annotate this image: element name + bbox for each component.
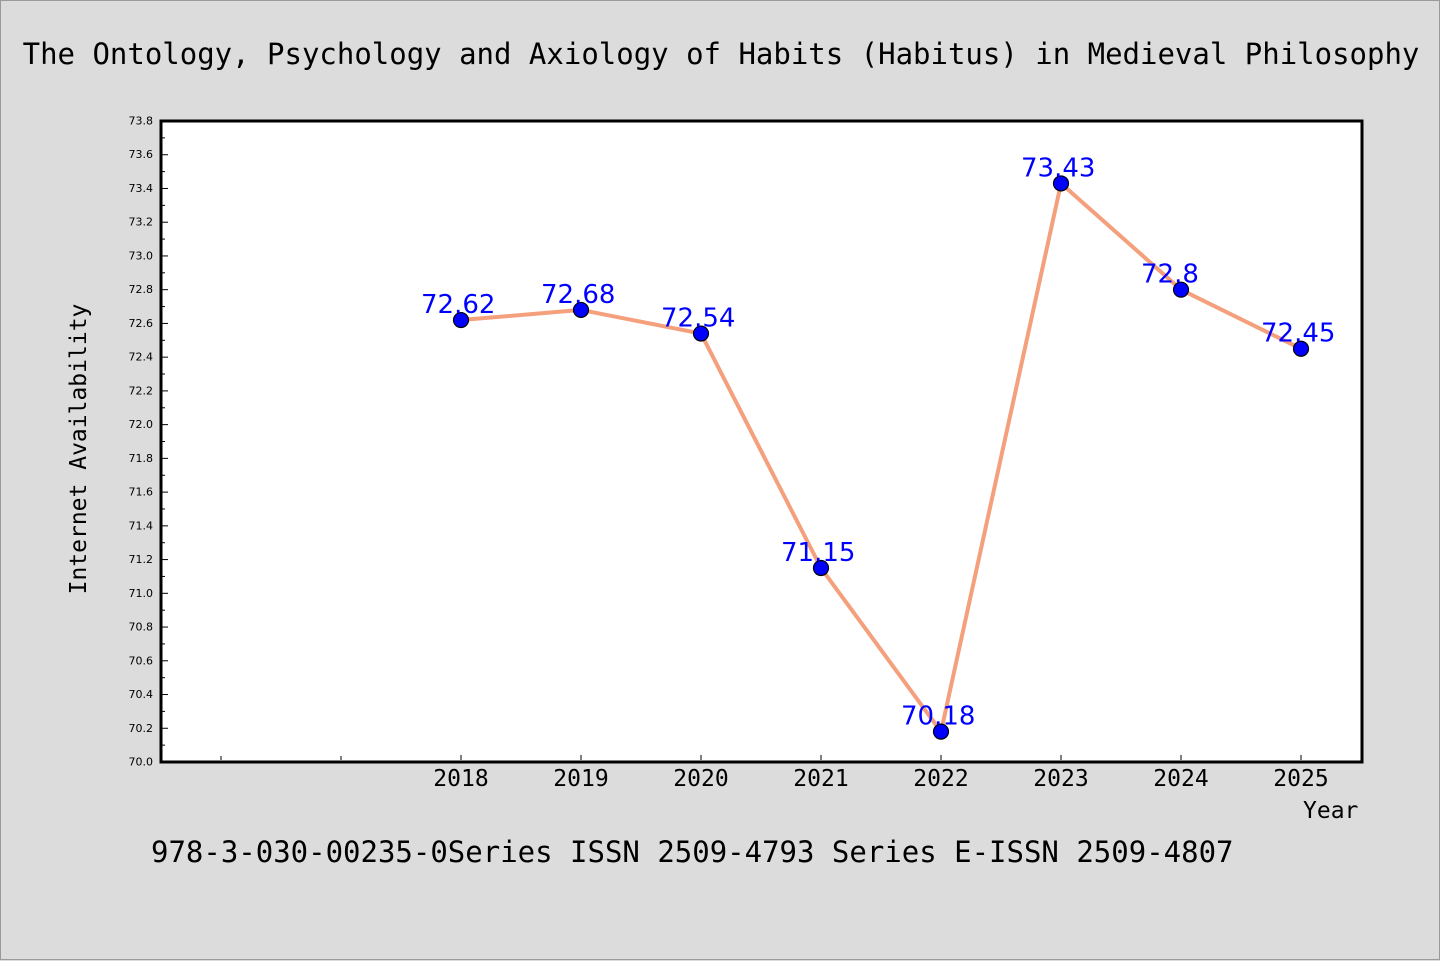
x-tick-label: 2018 (433, 766, 488, 792)
data-point (692, 325, 710, 342)
y-tick-label: 71.6 (129, 486, 154, 499)
data-label: 70.18 (901, 702, 975, 732)
x-axis: 2018 2019 2020 2021 2022 2023 2024 2025 (220, 755, 1329, 792)
x-tick-label: 2024 (1153, 766, 1208, 792)
y-tick-label: 72.4 (129, 351, 154, 364)
y-tick-label: 70.8 (129, 621, 154, 634)
data-label: 72.45 (1261, 319, 1335, 349)
x-tick-label: 2020 (673, 766, 728, 792)
y-tick-label: 72.0 (129, 418, 154, 431)
data-point (1172, 281, 1190, 298)
data-point (452, 311, 470, 329)
x-tick-label: 2025 (1273, 766, 1328, 792)
y-tick-label: 73.6 (129, 148, 154, 161)
footer-text: 978-3-030-00235-0Series ISSN 2509-4793 S… (151, 835, 1234, 869)
y-tick-label: 73.8 (129, 115, 154, 128)
x-tick-label: 2019 (553, 766, 608, 792)
data-point (572, 301, 590, 319)
y-tick-label: 73.0 (129, 249, 154, 262)
chart-title: The Ontology, Psychology and Axiology of… (22, 37, 1420, 71)
y-tick-label: 71.4 (129, 519, 154, 532)
y-tick-label: 70.4 (129, 688, 154, 701)
data-label: 72.62 (421, 290, 495, 320)
x-tick-label: 2022 (913, 766, 968, 792)
y-axis: 70.0 70.2 70.4 70.6 70.8 71.0 71.2 71.4 71.6 71.8… (129, 115, 168, 769)
series: 72.62 72.68 72.54 71.15 70.18 73.43 72.8 72.45 (421, 153, 1335, 740)
data-label: 73.43 (1021, 153, 1095, 183)
data-point (1052, 175, 1070, 192)
data-label: 72.8 (1141, 260, 1199, 290)
plot-area (159, 119, 1364, 764)
data-label: 71.15 (781, 538, 855, 568)
y-tick-label: 72.2 (129, 384, 154, 397)
data-label: 72.68 (541, 280, 615, 310)
y-tick-label: 73.2 (129, 216, 154, 229)
y-tick-label: 72.8 (129, 283, 154, 296)
series-line (459, 181, 1303, 734)
y-tick-label: 71.8 (129, 452, 154, 465)
y-tick-label: 70.2 (129, 722, 154, 735)
y-tick-label: 70.0 (129, 756, 154, 769)
y-tick-label: 70.6 (129, 654, 154, 667)
data-point (812, 559, 830, 577)
y-tick-label: 72.6 (129, 317, 154, 330)
y-tick-label: 71.0 (129, 587, 154, 600)
data-point (932, 723, 950, 740)
y-tick-label: 71.2 (129, 553, 154, 566)
data-label: 72.54 (661, 304, 735, 334)
x-axis-label: Year (1303, 798, 1359, 824)
x-tick-label: 2021 (793, 766, 848, 792)
x-tick-label: 2023 (1033, 766, 1088, 792)
data-point (1292, 340, 1310, 357)
y-tick-label: 73.4 (129, 182, 154, 195)
